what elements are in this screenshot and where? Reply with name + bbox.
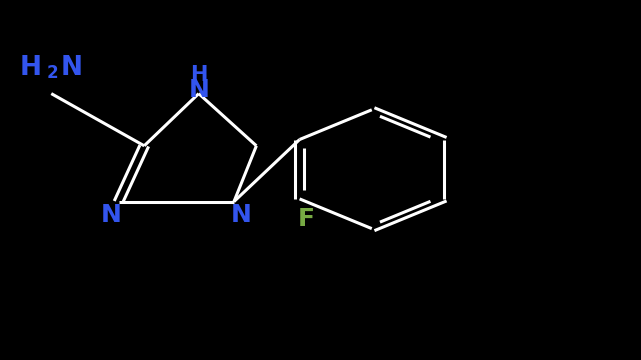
Text: H: H	[19, 55, 41, 81]
Text: F: F	[297, 207, 315, 231]
Text: 2: 2	[46, 64, 58, 82]
Text: N: N	[101, 203, 121, 227]
Text: N: N	[61, 55, 83, 81]
Text: H: H	[190, 65, 208, 85]
Text: N: N	[231, 203, 252, 227]
Text: N: N	[188, 78, 209, 102]
